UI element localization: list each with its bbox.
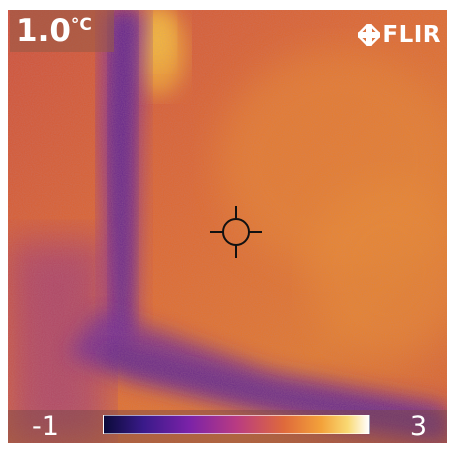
brand-name: FLIR bbox=[382, 22, 441, 48]
temperature-scale-bar: -1 3 bbox=[8, 410, 447, 443]
scale-max-label: 3 bbox=[409, 411, 427, 442]
temperature-value: 1.0 bbox=[16, 13, 71, 49]
color-palette-gradient bbox=[103, 415, 370, 434]
flir-logo-icon bbox=[358, 24, 381, 46]
temperature-readout: 1.0°C bbox=[10, 10, 114, 52]
thermal-image bbox=[8, 10, 447, 443]
thermal-image-viewer: 1.0°C FLIR -1 3 bbox=[8, 10, 447, 443]
brand-logo: FLIR bbox=[358, 22, 441, 48]
crosshair-icon bbox=[210, 206, 262, 258]
temperature-unit: °C bbox=[70, 15, 92, 35]
scale-min-label: -1 bbox=[32, 411, 59, 442]
